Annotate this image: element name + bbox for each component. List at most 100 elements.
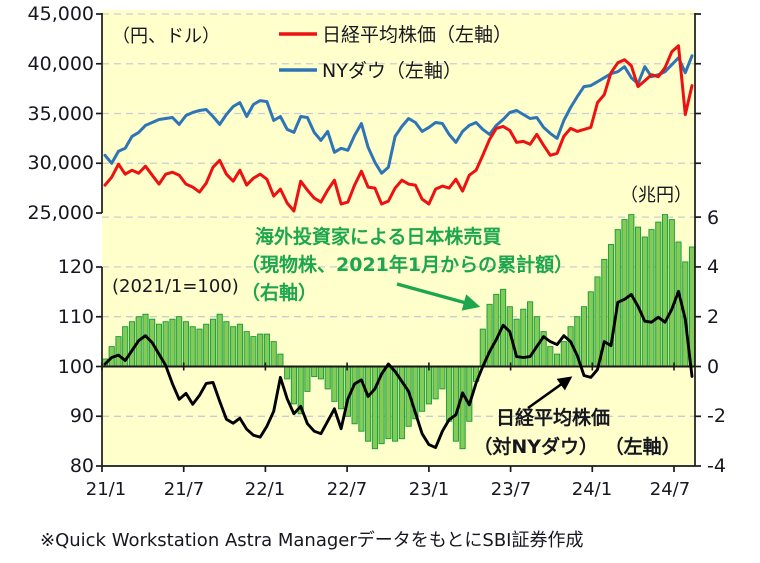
flow-bar (169, 318, 176, 367)
flow-bar (317, 366, 324, 380)
flow-bar (189, 326, 196, 367)
flow-bar (641, 236, 648, 367)
flow-bar (607, 244, 615, 367)
ytick-neg4: -4 (707, 455, 726, 477)
ytick-25000: 25,000 (28, 202, 94, 224)
flow-bar (358, 366, 365, 432)
flow-bar (216, 313, 223, 367)
flow-annotation-line2: （現物株、2021年1月からの累計額） (241, 253, 573, 276)
flow-bar (560, 341, 567, 367)
flow-bar (459, 366, 466, 450)
index-base-label: (2021/1=100) (112, 276, 239, 297)
flow-bar (243, 331, 250, 367)
ytick-90: 90 (70, 405, 94, 427)
flow-bar (270, 341, 277, 367)
ratio-line-series (103, 289, 694, 450)
ytick-80: 80 (70, 455, 94, 477)
top-unit-label: （円、ドル） (112, 26, 220, 47)
flow-bar (263, 333, 270, 367)
right-axis-labels: 6 4 2 0 -2 -4 (707, 207, 726, 477)
xtick-23-1: 23/1 (409, 479, 449, 500)
xtick-22-1: 22/1 (245, 479, 285, 500)
flow-bar (155, 323, 163, 367)
flow-bar (223, 321, 230, 367)
flow-bar (257, 333, 264, 367)
flow-bar (439, 366, 446, 390)
xtick-22-7: 22/7 (327, 479, 367, 500)
flow-bar (580, 306, 588, 367)
flow-bar (425, 366, 432, 405)
ytick-40000: 40,000 (28, 53, 94, 75)
flow-bar (547, 346, 554, 367)
flow-bar (115, 336, 122, 367)
flow-bar (419, 366, 426, 412)
flow-bar (634, 226, 642, 367)
flow-bar (621, 219, 628, 367)
flow-bar (209, 318, 217, 367)
flow-bar (614, 229, 621, 367)
foreign-flow-bars (101, 214, 696, 450)
ytick-100: 100 (58, 356, 94, 378)
legend: 日経平均株価（左軸） NYダウ（左軸） (279, 24, 512, 82)
flow-bar (452, 366, 459, 442)
flow-bar (385, 366, 392, 440)
flow-bar (277, 353, 284, 367)
xtick-24-1: 24/1 (572, 479, 612, 500)
left-axis-top-labels: 45,000 40,000 35,000 30,000 25,000 (28, 3, 94, 224)
flow-bar (466, 366, 473, 422)
xtick-23-7: 23/7 (491, 479, 531, 500)
legend-label-dow: NYダウ（左軸） (322, 60, 462, 82)
price-line (103, 54, 694, 175)
top-chart-series (103, 44, 694, 213)
flow-bar (338, 366, 345, 410)
ytick-4: 4 (707, 256, 719, 278)
flow-bar (587, 291, 594, 367)
ytick-neg2: -2 (707, 405, 726, 427)
ytick-120: 120 (58, 256, 94, 278)
flow-bar (655, 221, 662, 367)
ratio-annotation-arrow (527, 376, 573, 410)
axis-ticks (96, 13, 701, 472)
flow-bar (284, 366, 291, 380)
left-axis-bottom-labels: 120 110 100 90 80 (58, 256, 94, 477)
ratio-annotation-line2: （対NYダウ） （左軸） (473, 435, 680, 458)
flow-bar (128, 321, 136, 367)
ytick-35000: 35,000 (28, 103, 94, 125)
flow-bar (628, 214, 635, 367)
flow-bar (196, 328, 203, 367)
ytick-110: 110 (58, 306, 94, 328)
flow-bar (554, 353, 561, 367)
price-line (103, 44, 694, 213)
source-note: ※Quick Workstation Astra ManagerデータをもとにS… (40, 530, 583, 551)
xtick-21-1: 21/1 (86, 479, 126, 500)
flow-annotation-line1: 海外投資家による日本株売買 (255, 225, 501, 248)
ytick-2: 2 (707, 306, 719, 328)
flow-bar (432, 366, 439, 400)
flow-bar (142, 313, 149, 367)
flow-bar (446, 366, 453, 422)
right-unit-label: （兆円） (620, 185, 692, 206)
flow-annotation-line3: （右軸） (241, 281, 317, 304)
x-axis-labels: 21/1 21/7 22/1 22/7 23/1 23/7 24/1 24/7 (86, 479, 690, 500)
flow-bar (351, 366, 358, 425)
flow-annotation: 海外投資家による日本株売買 （現物株、2021年1月からの累計額） （右軸） (241, 225, 573, 311)
flow-bar (661, 214, 669, 367)
plot-background (102, 10, 695, 466)
flow-bar (365, 366, 372, 442)
flow-bar (176, 316, 183, 367)
flow-bar (304, 366, 311, 392)
ytick-6: 6 (707, 207, 719, 229)
gridlines (102, 13, 695, 417)
flow-bar (594, 276, 601, 367)
ratio-line (103, 289, 694, 450)
xtick-21-7: 21/7 (164, 479, 204, 500)
flow-bar (392, 366, 399, 442)
flow-bar (230, 326, 237, 367)
flow-bar (236, 323, 243, 367)
flow-bar (513, 318, 520, 367)
flow-bar (371, 366, 378, 450)
legend-label-nikkei: 日経平均株価（左軸） (322, 24, 512, 46)
ytick-0: 0 (707, 356, 719, 378)
